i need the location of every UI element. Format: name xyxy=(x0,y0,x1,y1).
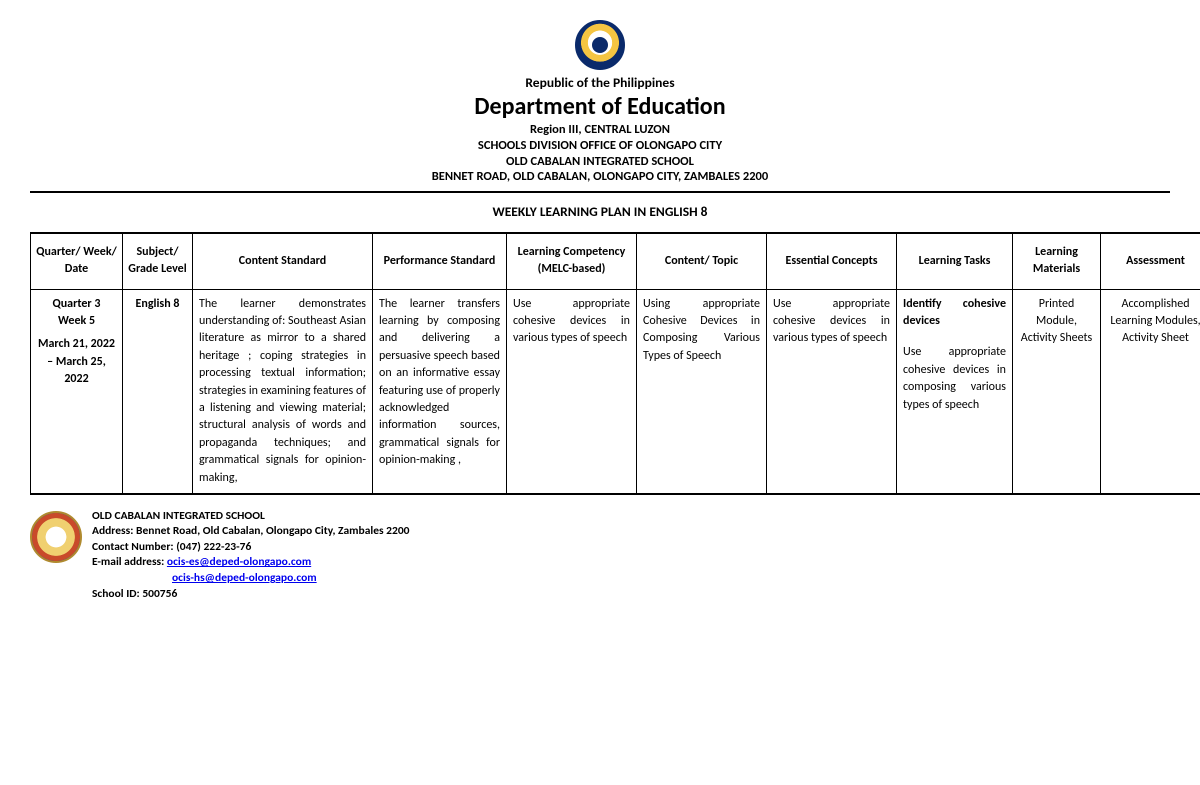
date-range: March 21, 2022 – March 25, 2022 xyxy=(37,336,116,388)
header-region: Region III, CENTRAL LUZON xyxy=(30,122,1170,138)
header-republic: Republic of the Philippines xyxy=(30,74,1170,92)
footer-email2-link[interactable]: ocis-hs@deped-olongapo.com xyxy=(172,571,317,585)
quarter-label: Quarter 3 xyxy=(37,296,116,313)
cell-essential-concepts: Use appropriate cohesive devices in vari… xyxy=(767,289,897,494)
footer-contact-label: Contact Number: xyxy=(92,540,174,554)
th-essential-concepts: Essential Concepts xyxy=(767,233,897,289)
footer-email2-line: ocis-hs@deped-olongapo.com xyxy=(92,571,410,587)
th-content-topic: Content/ Topic xyxy=(637,233,767,289)
cell-content-standard: The learner demonstrates understanding o… xyxy=(193,289,373,494)
cell-learning-competency: Use appropriate cohesive devices in vari… xyxy=(507,289,637,494)
cell-performance-standard: The learner transfers learning by compos… xyxy=(373,289,507,494)
footer-school: OLD CABALAN INTEGRATED SCHOOL xyxy=(92,509,410,525)
footer-contact-line: Contact Number: (047) 222-23-76 xyxy=(92,540,410,556)
cell-assessment: Accomplished Learning Modules, Activity … xyxy=(1101,289,1200,494)
footer-email-line: E-mail address: ocis-es@deped-olongapo.c… xyxy=(92,555,410,571)
cell-learning-materials: Printed Module, Activity Sheets xyxy=(1013,289,1101,494)
cell-subject: English 8 xyxy=(123,289,193,494)
header-address: BENNET ROAD, OLD CABALAN, OLONGAPO CITY,… xyxy=(30,169,1170,185)
th-quarter-week-date: Quarter/ Week/ Date xyxy=(31,233,123,289)
footer-contact: (047) 222-23-76 xyxy=(176,540,251,554)
table-row: Quarter 3 Week 5 March 21, 2022 – March … xyxy=(31,289,1200,494)
document-footer: OLD CABALAN INTEGRATED SCHOOL Address: B… xyxy=(30,509,1170,602)
th-learning-tasks: Learning Tasks xyxy=(897,233,1013,289)
plan-title: WEEKLY LEARNING PLAN IN ENGLISH 8 xyxy=(30,203,1170,220)
footer-email1-link[interactable]: ocis-es@deped-olongapo.com xyxy=(167,555,311,569)
task-rest: Use appropriate cohesive devices in comp… xyxy=(903,344,1006,414)
header-division: SCHOOLS DIVISION OFFICE OF OLONGAPO CITY xyxy=(30,138,1170,154)
th-performance-standard: Performance Standard xyxy=(373,233,507,289)
header-rule xyxy=(30,191,1170,193)
cell-content-topic: Using appropriate Cohesive Devices in Co… xyxy=(637,289,767,494)
header-school: OLD CABALAN INTEGRATED SCHOOL xyxy=(30,154,1170,170)
footer-address: Bennet Road, Old Cabalan, Olongapo City,… xyxy=(136,524,409,538)
footer-address-line: Address: Bennet Road, Old Cabalan, Olong… xyxy=(92,524,410,540)
week-label: Week 5 xyxy=(37,313,116,330)
th-assessment: Assessment xyxy=(1101,233,1200,289)
document-header: Republic of the Philippines Department o… xyxy=(30,20,1170,185)
footer-address-label: Address: xyxy=(92,524,133,538)
footer-school-id-label: School ID: xyxy=(92,587,140,601)
cell-learning-tasks: Identify cohesive devices Use appropriat… xyxy=(897,289,1013,494)
th-subject: Subject/ Grade Level xyxy=(123,233,193,289)
deped-seal-icon xyxy=(575,20,625,70)
th-learning-materials: Learning Materials xyxy=(1013,233,1101,289)
header-title: Department of Education xyxy=(30,93,1170,122)
footer-email-label: E-mail address: xyxy=(92,555,164,569)
task-bold: Identify cohesive devices xyxy=(903,296,1006,331)
footer-school-id: 500756 xyxy=(142,587,177,601)
th-learning-competency: Learning Competency (MELC-based) xyxy=(507,233,637,289)
school-seal-icon xyxy=(30,511,82,563)
footer-school-id-line: School ID: 500756 xyxy=(92,587,410,603)
table-header-row: Quarter/ Week/ Date Subject/ Grade Level… xyxy=(31,233,1200,289)
cell-quarter-week-date: Quarter 3 Week 5 March 21, 2022 – March … xyxy=(31,289,123,494)
th-content-standard: Content Standard xyxy=(193,233,373,289)
learning-plan-table: Quarter/ Week/ Date Subject/ Grade Level… xyxy=(30,232,1200,495)
